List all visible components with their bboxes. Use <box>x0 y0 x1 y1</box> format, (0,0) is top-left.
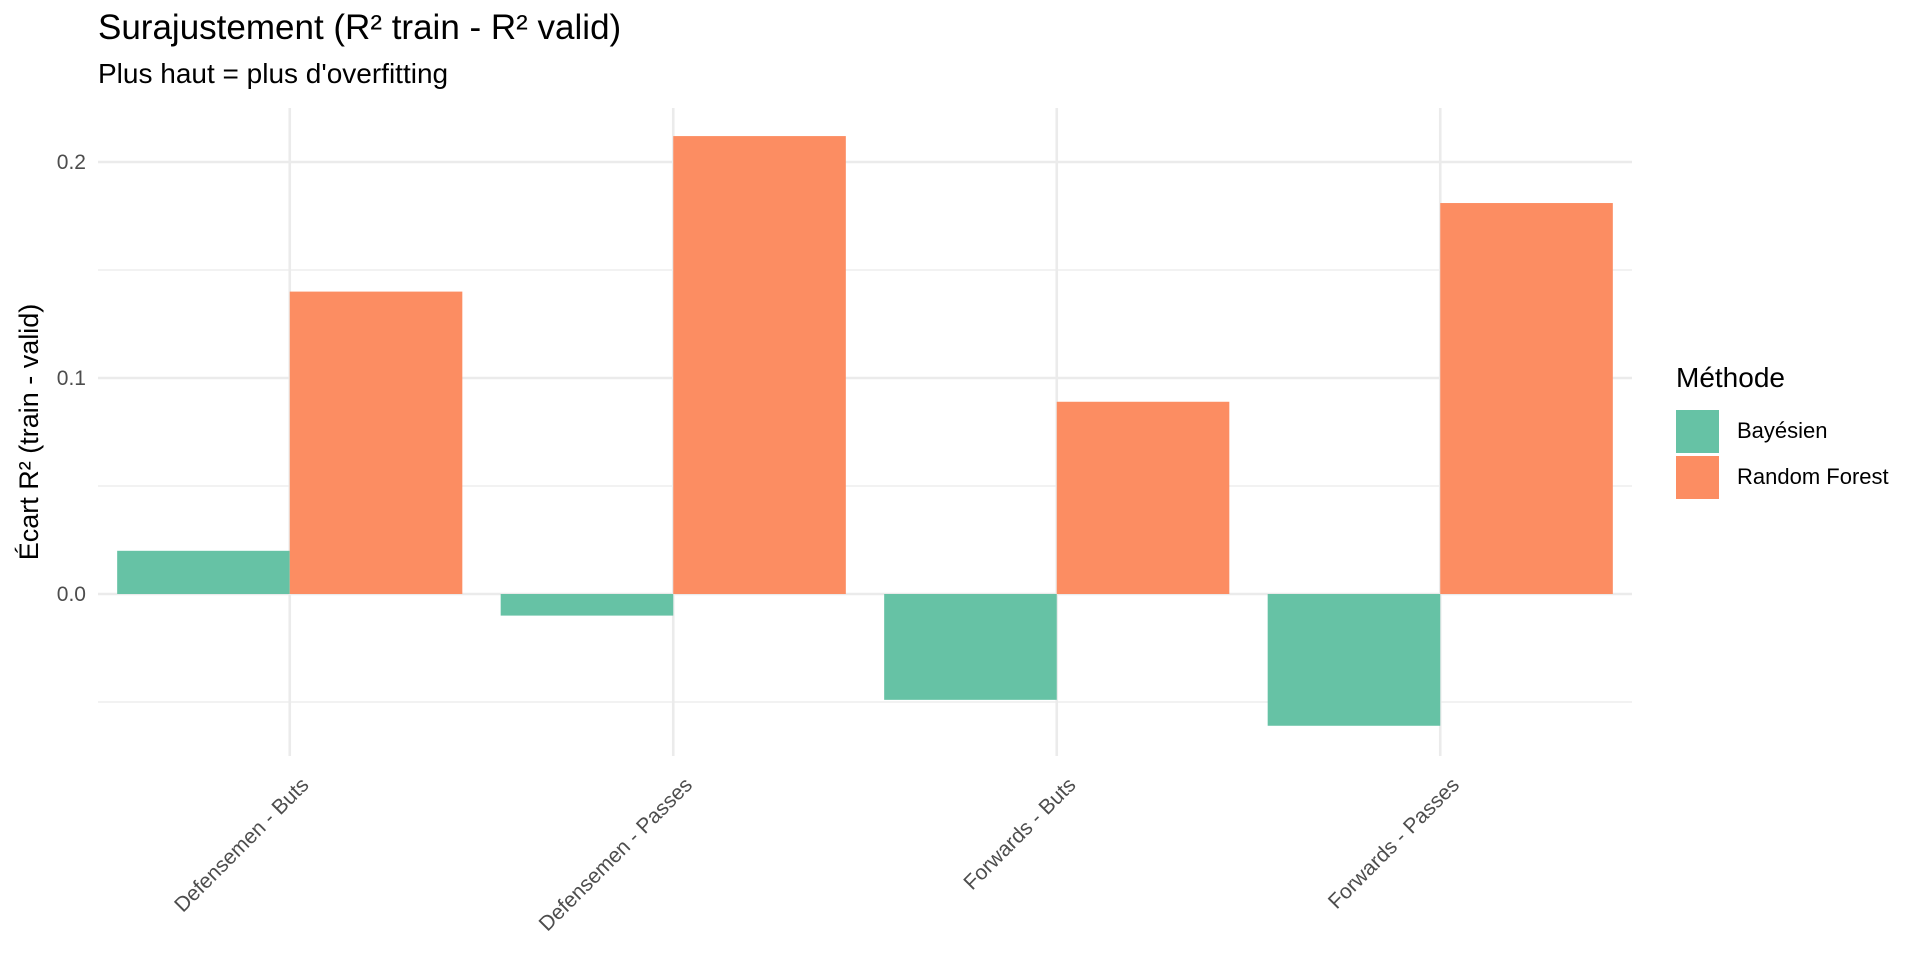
y-axis-label: Écart R² (train - valid) <box>14 304 44 561</box>
legend-title: Méthode <box>1676 362 1785 393</box>
y-tick-label: 0.1 <box>57 367 86 390</box>
y-tick-label: 0.0 <box>57 583 86 606</box>
chart-title: Surajustement (R² train - R² valid) <box>98 8 622 47</box>
bar-bayesien-2 <box>500 594 674 616</box>
legend-label-bayesien: Bayésien <box>1737 418 1828 443</box>
legend-item-bayesien: Bayésien <box>1676 408 1889 454</box>
bar-bayesien-3 <box>884 594 1057 700</box>
x-tick-label: Defensemen - Passes <box>535 773 697 935</box>
bar-bayesien-4 <box>1267 594 1441 726</box>
bar-random-forest-4 <box>1440 203 1613 595</box>
legend-swatch-random-forest <box>1676 455 1719 499</box>
legend-label-random-forest: Random Forest <box>1737 464 1889 489</box>
legend-swatch-bayesien <box>1676 409 1719 453</box>
chart-subtitle: Plus haut = plus d'overfitting <box>98 58 449 89</box>
legend-item-random-forest: Random Forest <box>1676 454 1889 500</box>
bar-random-forest-3 <box>1056 401 1230 594</box>
x-tick-label: Forwards - Buts <box>959 773 1080 894</box>
legend: Méthode Bayésien Random Forest <box>1676 362 1889 500</box>
x-tick-label: Defensemen - Buts <box>170 773 313 916</box>
bar-random-forest-2 <box>673 136 846 594</box>
x-tick-label: Forwards - Passes <box>1324 773 1464 913</box>
y-tick-label: 0.2 <box>57 151 86 174</box>
bar-bayesien-1 <box>117 550 290 594</box>
bar-random-forest-1 <box>289 291 463 594</box>
